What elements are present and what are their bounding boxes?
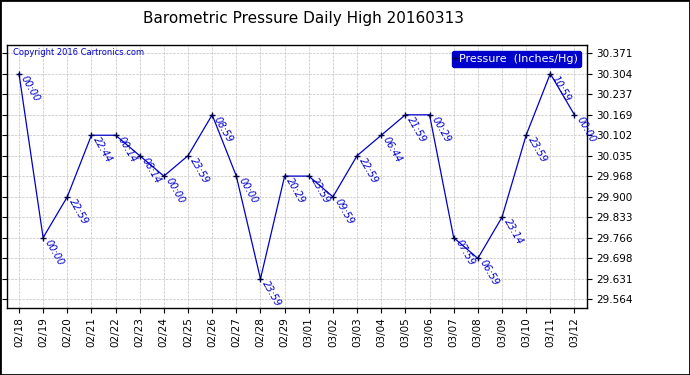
- Text: 10:59: 10:59: [551, 74, 573, 103]
- Text: 23:59: 23:59: [526, 135, 549, 165]
- Pressure  (Inches/Hg): [304, 174, 313, 178]
- Text: 08:59: 08:59: [213, 115, 235, 144]
- Text: 00:14: 00:14: [115, 135, 139, 165]
- Pressure  (Inches/Hg): [570, 112, 578, 117]
- Text: 22:59: 22:59: [68, 197, 90, 226]
- Pressure  (Inches/Hg): [546, 71, 555, 76]
- Pressure  (Inches/Hg): [450, 236, 458, 240]
- Text: 09:59: 09:59: [333, 197, 356, 226]
- Pressure  (Inches/Hg): [522, 133, 530, 138]
- Text: 22:44: 22:44: [91, 135, 115, 165]
- Pressure  (Inches/Hg): [63, 195, 72, 199]
- Pressure  (Inches/Hg): [208, 112, 217, 117]
- Pressure  (Inches/Hg): [232, 174, 240, 178]
- Text: 00:00: 00:00: [236, 176, 259, 206]
- Text: 07:59: 07:59: [454, 238, 477, 267]
- Pressure  (Inches/Hg): [377, 133, 385, 138]
- Text: 23:59: 23:59: [308, 176, 332, 206]
- Pressure  (Inches/Hg): [159, 174, 168, 178]
- Pressure  (Inches/Hg): [87, 133, 95, 138]
- Text: 00:00: 00:00: [43, 238, 66, 267]
- Line: Pressure  (Inches/Hg): Pressure (Inches/Hg): [16, 71, 578, 282]
- Pressure  (Inches/Hg): [473, 256, 482, 261]
- Pressure  (Inches/Hg): [498, 215, 506, 219]
- Text: Copyright 2016 Cartronics.com: Copyright 2016 Cartronics.com: [12, 48, 144, 57]
- Text: 00:00: 00:00: [164, 176, 187, 206]
- Pressure  (Inches/Hg): [353, 153, 362, 158]
- Text: 06:44: 06:44: [381, 135, 404, 165]
- Text: 06:59: 06:59: [477, 258, 501, 288]
- Text: 00:00: 00:00: [19, 74, 42, 103]
- Text: 20:29: 20:29: [284, 176, 308, 206]
- Text: 23:59: 23:59: [261, 279, 284, 308]
- Text: 21:59: 21:59: [406, 115, 428, 144]
- Pressure  (Inches/Hg): [184, 153, 192, 158]
- Text: 00:00: 00:00: [574, 115, 598, 144]
- Pressure  (Inches/Hg): [280, 174, 288, 178]
- Pressure  (Inches/Hg): [425, 112, 433, 117]
- Pressure  (Inches/Hg): [135, 153, 144, 158]
- Legend: Pressure  (Inches/Hg): Pressure (Inches/Hg): [452, 51, 581, 67]
- Pressure  (Inches/Hg): [15, 71, 23, 76]
- Text: Barometric Pressure Daily High 20160313: Barometric Pressure Daily High 20160313: [143, 11, 464, 26]
- Pressure  (Inches/Hg): [39, 236, 47, 240]
- Pressure  (Inches/Hg): [329, 195, 337, 199]
- Pressure  (Inches/Hg): [402, 112, 410, 117]
- Pressure  (Inches/Hg): [111, 133, 120, 138]
- Text: 08:14: 08:14: [139, 156, 163, 185]
- Text: 22:59: 22:59: [357, 156, 380, 185]
- Pressure  (Inches/Hg): [257, 277, 265, 281]
- Text: 00:29: 00:29: [429, 115, 453, 144]
- Text: 23:59: 23:59: [188, 156, 211, 185]
- Text: 23:14: 23:14: [502, 217, 525, 247]
